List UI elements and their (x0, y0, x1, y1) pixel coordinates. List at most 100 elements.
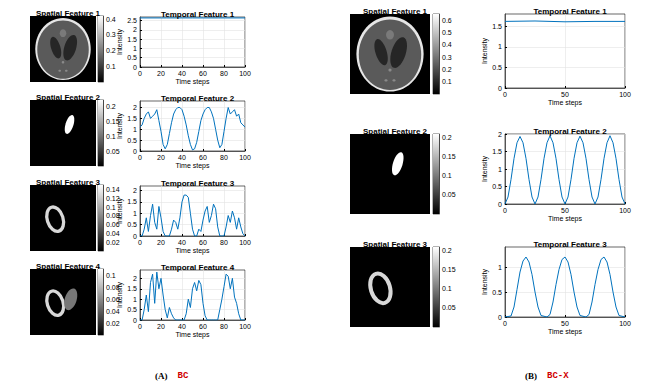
svg-text:Intensity: Intensity (116, 28, 124, 55)
svg-text:0: 0 (138, 154, 142, 161)
svg-text:Intensity: Intensity (116, 112, 124, 139)
svg-text:40: 40 (178, 154, 186, 161)
svg-text:0: 0 (503, 320, 507, 327)
svg-text:0: 0 (498, 85, 502, 92)
svg-text:100: 100 (239, 239, 251, 246)
svg-text:Intensity: Intensity (481, 37, 489, 64)
svg-text:Time steps: Time steps (176, 247, 210, 255)
svg-text:1.5: 1.5 (127, 198, 137, 205)
svg-text:100: 100 (239, 70, 251, 77)
svg-text:60: 60 (199, 323, 207, 330)
svg-text:0.05: 0.05 (106, 148, 120, 155)
svg-text:2: 2 (133, 187, 137, 194)
svg-text:0.05: 0.05 (442, 304, 456, 311)
svg-text:1.5: 1.5 (492, 148, 502, 155)
svg-text:0.6: 0.6 (442, 17, 452, 24)
svg-text:Time steps: Time steps (548, 328, 582, 336)
svg-text:0.5: 0.5 (127, 221, 137, 228)
svg-text:0.2: 0.2 (442, 247, 452, 254)
svg-text:0.06: 0.06 (106, 296, 120, 303)
svg-text:100: 100 (239, 154, 251, 161)
svg-text:0.4: 0.4 (442, 41, 452, 48)
svg-text:0.06: 0.06 (106, 221, 120, 228)
svg-text:Spatial Feature 2: Spatial Feature 2 (36, 93, 101, 102)
svg-text:Time steps: Time steps (176, 162, 210, 170)
svg-text:80: 80 (220, 154, 228, 161)
svg-text:0.4: 0.4 (106, 16, 116, 23)
svg-text:2.5: 2.5 (127, 17, 137, 24)
svg-text:Temporal Feature 3: Temporal Feature 3 (533, 240, 607, 249)
svg-text:0.02: 0.02 (106, 320, 120, 327)
svg-text:20: 20 (157, 70, 165, 77)
svg-text:1.5: 1.5 (492, 23, 502, 30)
svg-text:0.04: 0.04 (106, 230, 120, 237)
svg-text:0: 0 (133, 317, 137, 324)
svg-text:0: 0 (133, 148, 137, 155)
svg-text:0.1: 0.1 (442, 172, 452, 179)
svg-text:Intensity: Intensity (481, 268, 489, 295)
svg-text:2: 2 (133, 275, 137, 282)
svg-text:100: 100 (239, 323, 251, 330)
svg-text:0.14: 0.14 (106, 186, 120, 193)
svg-text:50: 50 (561, 207, 569, 214)
svg-text:BC-X: BC-X (547, 371, 569, 381)
svg-text:0.2: 0.2 (106, 103, 116, 110)
svg-text:80: 80 (220, 323, 228, 330)
svg-text:Time steps: Time steps (548, 99, 582, 107)
svg-text:1: 1 (133, 45, 137, 52)
svg-text:80: 80 (220, 70, 228, 77)
svg-text:0.5: 0.5 (492, 289, 502, 296)
svg-text:Intensity: Intensity (481, 155, 489, 182)
svg-text:1: 1 (498, 264, 502, 271)
svg-text:Temporal Feature 1: Temporal Feature 1 (161, 10, 235, 19)
svg-text:0: 0 (138, 323, 142, 330)
svg-text:0.1: 0.1 (442, 78, 452, 85)
svg-text:50: 50 (561, 320, 569, 327)
svg-text:0: 0 (138, 239, 142, 246)
svg-text:0.08: 0.08 (106, 284, 120, 291)
svg-text:60: 60 (199, 70, 207, 77)
svg-text:2: 2 (498, 131, 502, 138)
svg-text:0.2: 0.2 (442, 66, 452, 73)
svg-text:0.04: 0.04 (106, 308, 120, 315)
svg-text:0.5: 0.5 (442, 29, 452, 36)
svg-text:0.5: 0.5 (492, 64, 502, 71)
svg-text:Spatial Feature 3: Spatial Feature 3 (36, 178, 101, 187)
svg-text:Temporal Feature 4: Temporal Feature 4 (161, 263, 235, 272)
svg-text:Spatial Feature 1: Spatial Feature 1 (36, 9, 101, 18)
svg-text:0: 0 (138, 70, 142, 77)
svg-text:0.05: 0.05 (442, 191, 456, 198)
svg-text:0.15: 0.15 (106, 118, 120, 125)
svg-text:0.1: 0.1 (106, 63, 116, 70)
svg-text:60: 60 (199, 154, 207, 161)
svg-text:1: 1 (498, 43, 502, 50)
svg-text:1.5: 1.5 (127, 115, 137, 122)
svg-text:0.2: 0.2 (106, 47, 116, 54)
svg-text:1: 1 (133, 210, 137, 217)
svg-text:100: 100 (619, 207, 631, 214)
svg-text:1: 1 (498, 166, 502, 173)
svg-text:0.15: 0.15 (442, 153, 456, 160)
svg-text:0: 0 (498, 201, 502, 208)
svg-text:(A): (A) (155, 371, 168, 381)
svg-text:80: 80 (220, 239, 228, 246)
svg-text:Temporal Feature 1: Temporal Feature 1 (533, 7, 607, 16)
svg-text:0.1: 0.1 (106, 272, 116, 279)
svg-text:0.5: 0.5 (127, 306, 137, 313)
svg-text:0.02: 0.02 (106, 239, 120, 246)
svg-text:0.1: 0.1 (106, 204, 116, 211)
svg-text:100: 100 (619, 320, 631, 327)
svg-text:0: 0 (133, 233, 137, 240)
svg-text:2: 2 (133, 104, 137, 111)
svg-text:0: 0 (503, 91, 507, 98)
svg-text:50: 50 (561, 91, 569, 98)
svg-text:Time steps: Time steps (176, 331, 210, 339)
svg-text:0.3: 0.3 (442, 54, 452, 61)
svg-text:0.5: 0.5 (492, 183, 502, 190)
svg-text:Spatial Feature 1: Spatial Feature 1 (363, 7, 428, 16)
svg-text:0.1: 0.1 (442, 285, 452, 292)
svg-text:20: 20 (157, 323, 165, 330)
svg-text:0.1: 0.1 (106, 133, 116, 140)
svg-text:0: 0 (498, 314, 502, 321)
svg-text:BC: BC (177, 371, 188, 381)
